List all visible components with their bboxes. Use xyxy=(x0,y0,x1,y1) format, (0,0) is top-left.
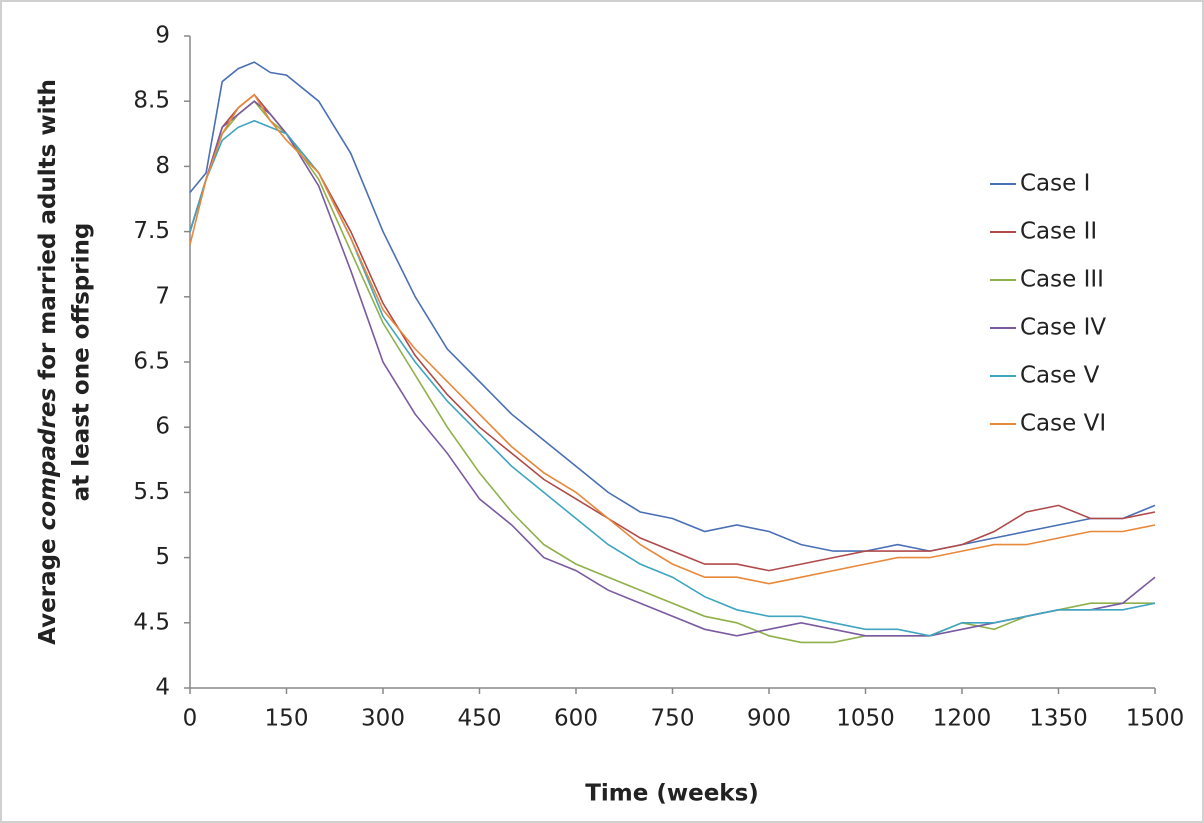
x-tick-label: 600 xyxy=(554,706,598,732)
y-tick-label: 9 xyxy=(155,23,170,49)
y-tick-label: 7 xyxy=(155,283,170,309)
legend-label: Case II xyxy=(1020,219,1097,245)
y-title-part: compadres xyxy=(35,388,61,530)
y-tick-label: 5.5 xyxy=(133,479,170,505)
y-tick-label: 8.5 xyxy=(133,88,170,114)
y-tick-label: 4 xyxy=(155,675,170,701)
legend-label: Case III xyxy=(1020,267,1104,293)
legend-label: Case I xyxy=(1020,171,1090,197)
x-tick-label: 1500 xyxy=(1126,706,1185,732)
x-tick-label: 1350 xyxy=(1029,706,1088,732)
x-tick-label: 300 xyxy=(361,706,405,732)
y-tick-label: 5 xyxy=(155,544,170,570)
y-tick-label: 7.5 xyxy=(133,218,170,244)
y-axis-title: at least one offspring xyxy=(69,223,95,502)
x-tick-label: 750 xyxy=(651,706,695,732)
x-tick-label: 450 xyxy=(458,706,502,732)
x-tick-label: 1050 xyxy=(836,706,895,732)
legend-label: Case V xyxy=(1020,363,1100,389)
series-line xyxy=(189,100,1156,637)
y-title-part: Average xyxy=(35,530,61,645)
x-tick-label: 150 xyxy=(265,706,309,732)
series-line xyxy=(189,93,1156,585)
y-tick-label: 6.5 xyxy=(133,349,170,375)
legend-label: Case IV xyxy=(1020,315,1106,341)
x-tick-label: 900 xyxy=(747,706,791,732)
y-tick-label: 6 xyxy=(155,414,170,440)
y-tick-label: 4.5 xyxy=(133,609,170,635)
x-tick-label: 0 xyxy=(183,706,198,732)
legend-label: Case VI xyxy=(1020,411,1106,437)
y-axis-title: Average compadres for married adults wit… xyxy=(35,79,61,645)
y-tick-label: 8 xyxy=(155,153,170,179)
series-line xyxy=(189,61,1156,552)
y-title-part: for married adults with xyxy=(35,79,61,388)
x-tick-label: 1200 xyxy=(933,706,992,732)
x-axis-title: Time (weeks) xyxy=(585,781,759,807)
